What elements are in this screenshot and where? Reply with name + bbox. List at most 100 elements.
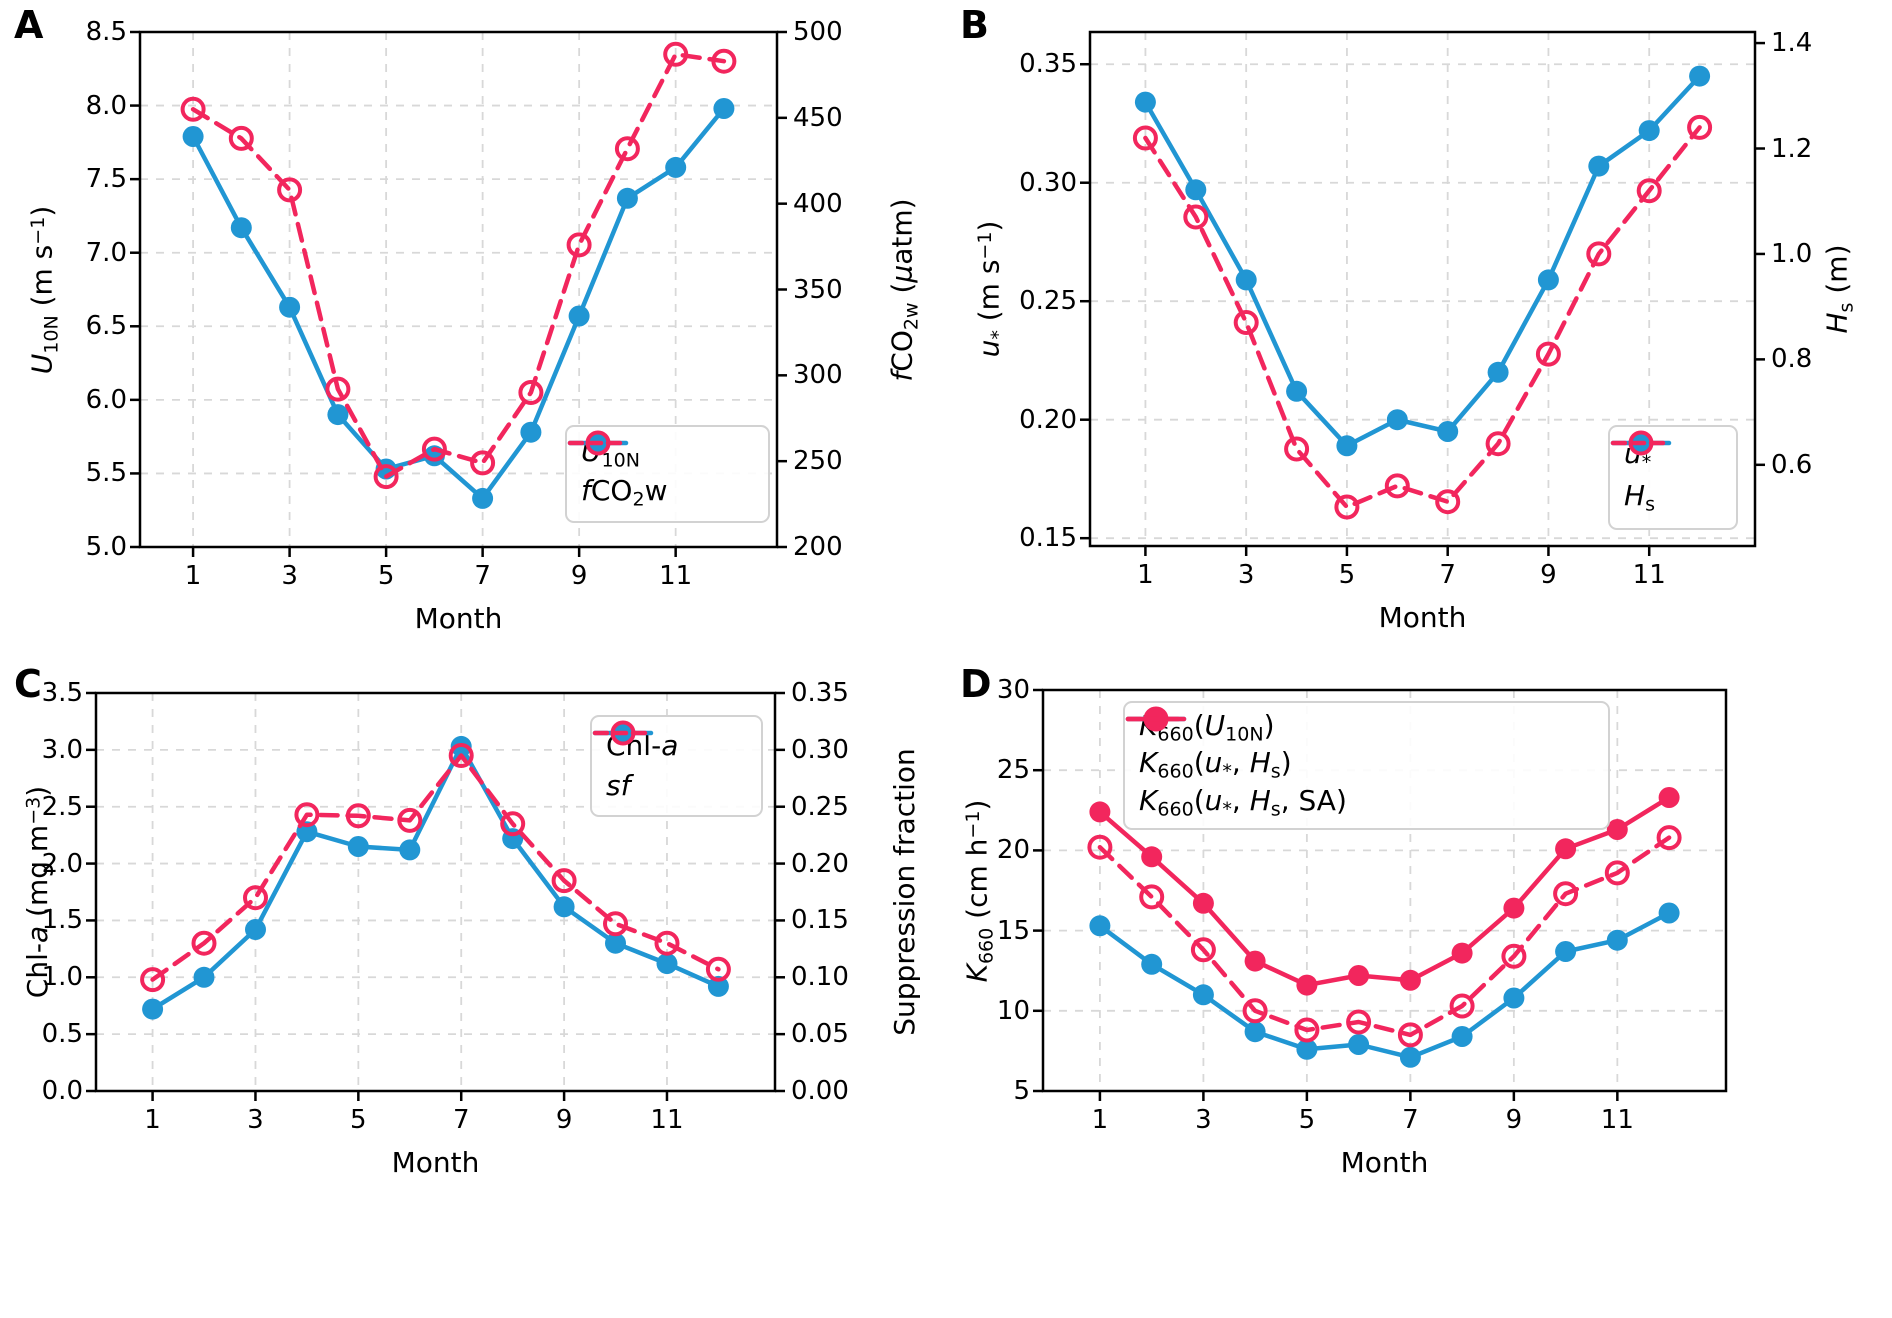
y-axis-label-left-c: Chl-a (mg m−3) [21,785,54,999]
y-tick-label-right: 350 [793,274,843,305]
x-tick-label: 5 [350,1105,367,1135]
data-point-sf [345,803,371,829]
data-point-U10N [713,98,735,119]
axes-frame [94,691,777,1093]
data-point-K660(u*, Hs) [1244,950,1266,972]
series-line-K660(U10N) [1097,910,1672,1060]
data-point-Chl-a [399,839,421,861]
panel-B: 1 3 5 7 9 11 0.15 0.20 0.25 0.30 0.35 0.6 0.8 1.0 1.2 1… [946,0,1892,659]
y-tick-label-left: 5.5 [85,458,127,489]
data-point-U10N [182,126,204,147]
panel-D: 1 3 5 7 9 11 5 10 15 20 25 30 Month K660 (cm h−1) D K66… [946,659,1892,1318]
data-point-U10N [568,305,590,327]
data-point-Hs [1233,310,1259,335]
x-tick-label: 9 [570,561,588,591]
data-point-ustar [1134,91,1156,113]
series-line-Hs [1143,125,1702,510]
legend-item-K660(U10N): K660(U10N) [1125,708,1594,745]
y-tick-label-left: 8.0 [85,90,127,121]
data-point-K660(u*, Hs, SA) [1604,860,1630,886]
y-tick-label-right: 0.15 [791,905,849,936]
x-tick-label: 7 [452,1105,470,1135]
x-axis-label-b: Month [1378,601,1467,634]
data-point-Chl-a [193,966,215,988]
y-tick-label-right: 250 [793,446,843,477]
data-point-K660(U10N) [1089,915,1111,937]
panel-letter-d: D [960,662,992,706]
y-tick-label-left: 6.0 [85,384,127,415]
y-tick-label-left: 7.5 [85,164,127,195]
x-tick-label: 3 [1195,1105,1212,1135]
y-tick-label-left: 3.5 [41,678,83,708]
y-tick-label-right: 0.10 [791,962,849,993]
data-point-K660(u*, Hs) [1399,969,1421,991]
y-axis-label-right-c: Suppression fraction [888,748,921,1036]
x-tick-label: 11 [650,1105,684,1135]
legend-marker [1628,430,1654,456]
y-tick-label-left: 25 [996,755,1030,786]
legend-item-K660(u*, Hs, SA): K660(u*, Hs, SA) [1125,706,1594,821]
data-point-fCO2w [470,450,496,476]
data-point-sf [397,807,423,833]
y-tick-label-left: 5.0 [85,532,127,562]
legend-marker [585,430,611,456]
y-tick-label-left: 2.5 [41,791,83,822]
data-point-fCO2w [566,232,592,258]
data-point-U10N [279,296,301,318]
y-tick-label-right: 0.00 [791,1076,849,1106]
data-point-K660(u*, Hs, SA) [1397,1022,1423,1048]
data-point-fCO2w [277,177,303,203]
data-point-K660(U10N) [1244,1021,1266,1043]
data-point-sf [243,885,268,911]
data-point-U10N [472,487,494,509]
y-tick-label-right: 0.6 [1771,449,1813,480]
y-tick-label-right: 300 [793,360,843,391]
data-point-ustar [1487,361,1509,383]
series-line-ustar [1143,73,1702,449]
y-tick-label-left: 1.5 [41,905,83,936]
data-point-ustar [1437,421,1459,442]
data-point-K660(u*, Hs) [1555,838,1577,860]
y-tick-label-right: 400 [793,188,843,219]
data-point-fCO2w [711,48,737,74]
data-point-U10N [520,421,542,443]
x-axis-label-d: Month [1340,1146,1429,1179]
y-tick-label-left: 0.5 [41,1019,83,1050]
legend-item-fCO2w: fCO2w [567,430,754,510]
x-tick-label: 11 [659,561,693,591]
data-point-K660(U10N) [1555,941,1577,962]
y-tick-label-left: 5 [1013,1076,1030,1106]
data-point-fCO2w [614,136,640,162]
data-point-sf [140,967,166,993]
data-point-K660(u*, Hs) [1451,942,1473,964]
data-point-Chl-a [707,975,729,997]
y-tick-label-left: 2.0 [41,848,83,879]
data-point-fCO2w [228,125,254,151]
data-point-K660(u*, Hs) [1141,846,1163,868]
legend-label-K660(u*, Hs, SA): K660(u*, Hs, SA) [1139,783,1347,821]
y-tick-label-right: 450 [793,102,843,133]
data-point-K660(u*, Hs, SA) [1087,834,1113,860]
legend-a: U10N fCO2w [565,425,770,523]
data-point-ustar [1689,65,1711,87]
x-tick-label: 1 [144,1105,161,1135]
y-tick-label-left: 0.35 [1019,49,1077,80]
data-point-fCO2w [325,376,351,402]
y-tick-label-left: 0.20 [1019,404,1077,435]
y-tick-label-left: 0.25 [1019,286,1077,317]
legend-label-Hs: Hs [1624,479,1655,516]
y-tick-label-right: 0.25 [791,791,849,822]
data-point-Hs [1435,489,1461,515]
y-axis-label-left-a: U10N (m s−1) [25,205,63,374]
data-point-fCO2w [421,436,447,462]
y-tick-label-left: 20 [996,835,1030,866]
data-point-Hs [1384,473,1410,499]
y-tick-label-right: 0.20 [791,848,849,879]
data-point-fCO2w [518,380,544,405]
data-point-K660(U10N) [1658,902,1680,924]
data-point-K660(u*, Hs, SA) [1449,993,1475,1019]
y-tick-label-left: 7.0 [85,237,127,268]
data-point-K660(U10N) [1141,953,1163,975]
data-point-ustar [1286,380,1308,402]
x-tick-label: 7 [1439,560,1456,590]
